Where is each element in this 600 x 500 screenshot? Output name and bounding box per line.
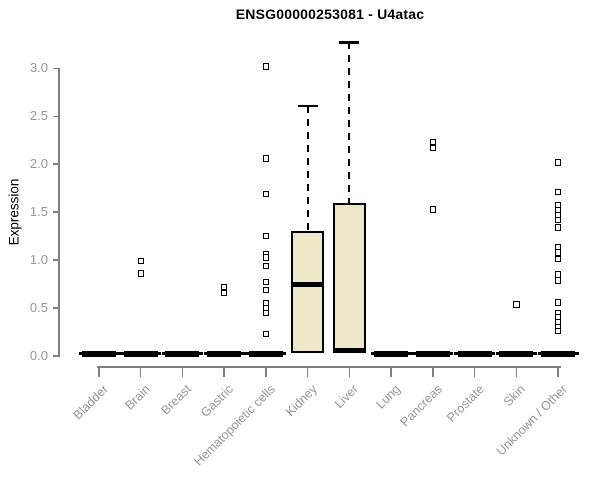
median-kidney [293,281,323,287]
x-tick [557,367,559,377]
box-kidney [291,231,325,354]
zero-dash-brain [123,350,158,357]
outlier-point [262,330,270,338]
x-tick [306,367,309,377]
zero-dash-lung [374,350,409,357]
zero-dash-prostate [457,350,492,357]
outlier-point [262,254,270,261]
y-tick [53,211,58,213]
zero-dash-nub-left-hematopoietic-cells [245,352,249,355]
zero-dash-nub-left-gastric [203,352,208,355]
outlier-point [554,327,562,335]
outlier-point [137,257,145,265]
zero-dash-nub-right-bladder [116,352,120,355]
zero-dash-nub-right-hematopoietic-cells [282,352,287,355]
outlier-point [554,159,562,166]
outlier-point [554,249,562,256]
y-tick [53,67,58,70]
zero-dash-nub-right-pancreas [449,352,454,355]
zero-dash-nub-left-skin [495,352,500,355]
y-tick-label: 3.0 [29,60,48,76]
y-axis-line [58,68,60,357]
y-tick-label: 1.0 [29,252,48,268]
x-tick [473,367,476,377]
zero-dash-skin [499,350,534,357]
y-tick [53,355,58,357]
zero-dash-bladder [82,350,116,357]
zero-dash-nub-right-lung [408,352,412,355]
zero-dash-nub-left-lung [370,352,375,355]
outlier-point [429,206,437,213]
outlier-point [262,262,270,270]
zero-dash-nub-right-breast [199,352,203,355]
outlier-point [262,232,270,240]
zero-dash-nub-right-gastric [241,352,245,355]
x-tick [223,367,225,377]
zero-dash-nub-left-bladder [78,352,82,355]
zero-dash-pancreas [415,350,450,357]
outlier-point [220,289,228,296]
zero-dash-gastric [207,350,242,357]
zero-dash-breast [165,350,200,357]
outlier-point [554,277,562,284]
zero-dash-nub-right-unknown-other [575,352,579,355]
outlier-point [262,309,270,317]
outlier-point [137,270,145,277]
x-tick [515,367,518,377]
x-tick [390,367,392,377]
outlier-point [262,63,270,70]
outlier-point [262,190,270,198]
zero-dash-nub-right-prostate [491,352,496,355]
whisker-cap-kidney [297,104,318,107]
outlier-point [554,299,562,306]
zero-dash-nub-left-prostate [454,352,458,355]
outlier-point [262,278,270,286]
x-tick [181,367,184,377]
zero-dash-nub-left-brain [120,352,124,355]
whisker-cap-liver [339,41,360,44]
whisker-kidney [306,105,309,232]
y-tick-label: 1.5 [29,204,48,220]
median-liver [334,348,364,354]
x-tick [139,367,142,377]
x-tick [432,367,434,377]
box-liver [332,202,366,354]
x-axis-line [97,366,561,368]
outlier-point [513,301,520,308]
chart-title: ENSG00000253081 - U4atac [235,6,425,22]
outlier-point [554,255,562,263]
zero-dash-nub-right-brain [157,352,162,355]
whisker-liver [348,42,351,203]
y-tick-label: 0.0 [29,348,48,363]
outlier-point [554,188,562,196]
x-tick [98,367,100,377]
outlier-point [262,155,270,162]
zero-dash-nub-left-breast [161,352,166,355]
outlier-point [262,286,270,294]
zero-dash-nub-left-unknown-other [537,352,542,355]
outlier-point [554,216,562,224]
y-tick-label: 0.5 [29,300,48,316]
x-tick [348,367,351,377]
x-tick [265,367,267,377]
zero-dash-hematopoietic-cells [248,350,283,357]
y-tick-label: 2.5 [29,108,48,124]
zero-dash-nub-left-pancreas [412,352,416,355]
outlier-point [429,144,437,152]
y-tick [53,259,58,261]
y-tick [53,307,58,309]
y-tick [53,163,58,165]
zero-dash-nub-right-skin [533,352,537,355]
zero-dash-unknown-other [541,350,576,357]
outlier-point [554,224,562,231]
y-tick [53,115,58,117]
y-tick-label: 2.0 [29,156,48,172]
